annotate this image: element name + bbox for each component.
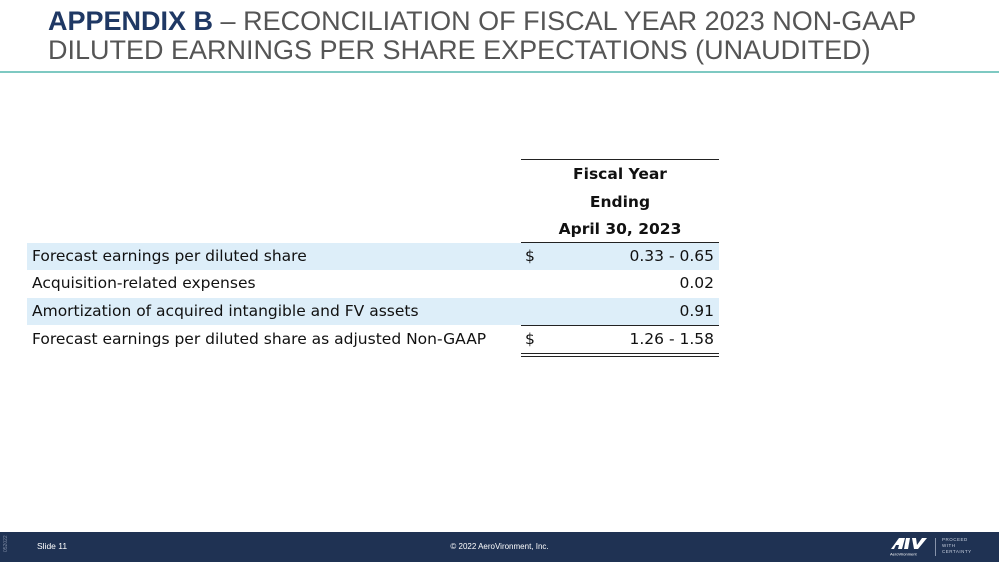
header-line-2: Ending (589, 193, 651, 211)
subtotal-rule (521, 325, 719, 326)
tagline-line-2: WITH (942, 543, 956, 548)
total-double-rule-bottom (521, 356, 719, 357)
title-divider (0, 71, 999, 73)
row-value: 1.26 - 1.58 (629, 330, 714, 348)
row-value: 0.91 (679, 302, 714, 320)
row-label: Forecast earnings per diluted share (32, 247, 307, 265)
tagline: PROCEED WITH CERTAINTY (942, 537, 972, 555)
footer-bar: 052022 Slide 11 © 2022 AeroVironment, In… (0, 532, 999, 562)
table-row: Forecast earnings per diluted share $ 0.… (27, 243, 719, 270)
header-line-1: Fiscal Year (573, 165, 667, 183)
table-row: Amortization of acquired intangible and … (27, 298, 719, 325)
row-value: 0.02 (679, 274, 714, 292)
aerovironment-logo-icon: AeroVironment (890, 538, 927, 557)
slide-title: APPENDIX B – RECONCILIATION OF FISCAL YE… (48, 7, 988, 65)
row-value: 0.33 - 0.65 (629, 247, 714, 265)
table-row: Acquisition-related expenses 0.02 (27, 270, 719, 297)
title-bold: APPENDIX B (48, 6, 214, 36)
header-top-rule (521, 159, 719, 160)
slide-number: Slide 11 (37, 541, 68, 551)
row-label: Forecast earnings per diluted share as a… (32, 330, 487, 348)
copyright: © 2022 AeroVironment, Inc. (450, 542, 549, 551)
logo-separator (935, 538, 936, 556)
row-label: Acquisition-related expenses (32, 274, 256, 292)
row-currency: $ (525, 247, 535, 265)
header-bottom-rule (521, 242, 719, 243)
table-row-total: Forecast earnings per diluted share as a… (27, 326, 719, 353)
header-line-3: April 30, 2023 (558, 220, 682, 238)
title-rest: – RECONCILIATION OF FISCAL YEAR 2023 NON… (48, 6, 916, 65)
row-label: Amortization of acquired intangible and … (32, 302, 419, 320)
row-currency: $ (525, 330, 535, 348)
logo-text: AeroVironment (890, 552, 917, 557)
total-double-rule-top (521, 353, 719, 354)
tagline-line-3: CERTAINTY (942, 549, 972, 554)
tagline-line-1: PROCEED (942, 537, 968, 542)
